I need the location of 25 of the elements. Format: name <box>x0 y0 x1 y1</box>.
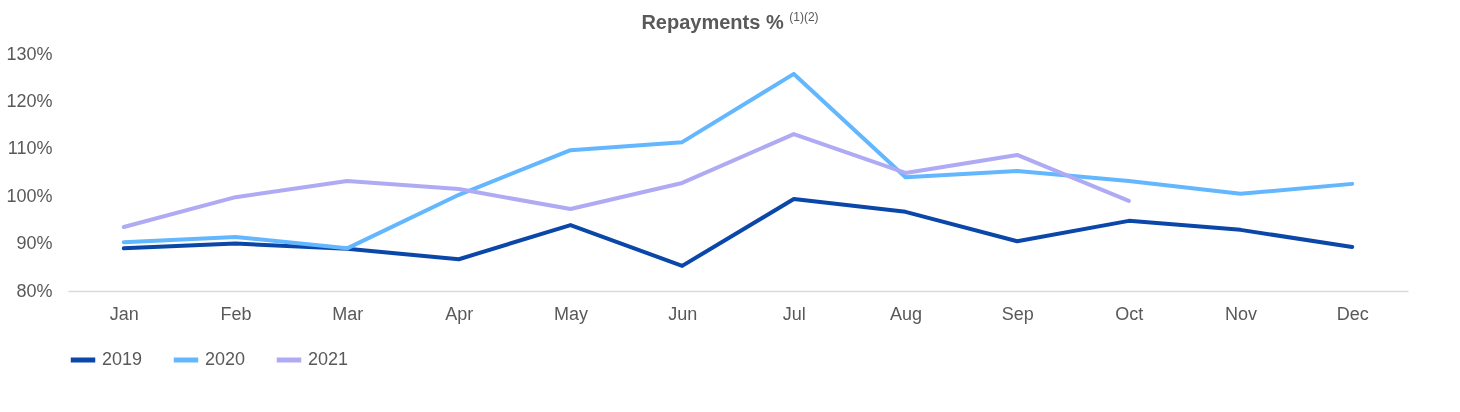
y-tick-label: 100% <box>6 185 53 206</box>
chart-title: Repayments % $^{(1)(2)}$ <box>640 9 820 35</box>
x-tick-label: Dec <box>1336 303 1369 324</box>
x-tick-label: Apr <box>445 303 474 324</box>
x-tick-label: Aug <box>889 303 923 324</box>
y-tick-label: 80% <box>16 280 53 301</box>
line-series <box>121 197 1355 268</box>
x-tick-label: Jan <box>109 303 139 324</box>
x-tick-label: May <box>553 303 589 324</box>
x-tick-label: Jun <box>668 303 698 324</box>
legend-label: 2019 <box>102 349 143 369</box>
y-tick-label: 120% <box>6 90 53 111</box>
line-series <box>121 132 1131 230</box>
y-tick-label: 130% <box>6 43 53 64</box>
legend-label: 2021 <box>308 349 349 369</box>
x-tick-label: Feb <box>220 303 252 324</box>
x-tick-label: Sep <box>1001 303 1034 324</box>
x-tick-label: Oct <box>1115 303 1144 324</box>
x-tick-label: Mar <box>332 303 364 324</box>
legend-label: 2020 <box>205 349 246 369</box>
y-tick-label: 110% <box>7 138 53 159</box>
line-series <box>121 71 1355 251</box>
y-tick-label: 90% <box>16 233 53 254</box>
x-tick-label: Jul <box>782 303 806 324</box>
x-tick-label: Nov <box>1224 303 1258 324</box>
